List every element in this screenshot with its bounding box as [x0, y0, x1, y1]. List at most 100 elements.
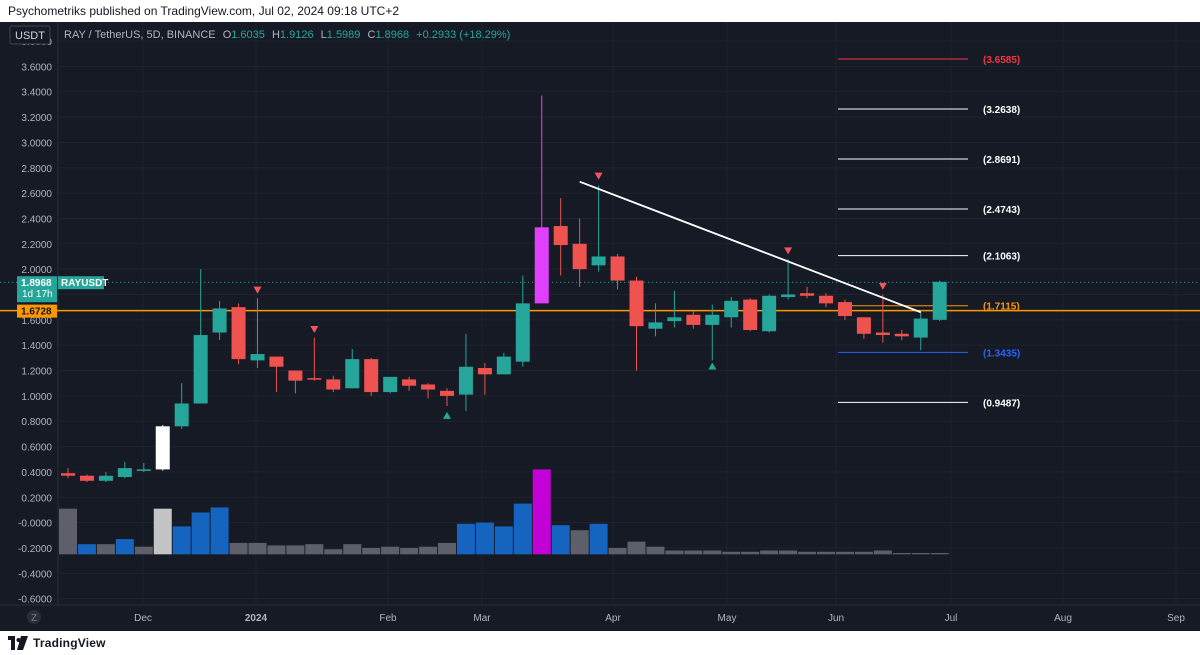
tradingview-logo-icon — [8, 636, 28, 650]
x-tick-label: 2024 — [245, 613, 268, 624]
signal-markers — [253, 172, 887, 419]
volume-bar — [741, 551, 760, 555]
candle-body — [610, 256, 625, 281]
sell-marker — [310, 325, 319, 333]
volume-bar — [153, 508, 172, 555]
volume-bar — [911, 553, 930, 555]
y-tick-label: 1.0000 — [21, 392, 52, 403]
volume-bar — [400, 547, 419, 555]
x-tick-label: May — [718, 613, 737, 624]
volume-bar — [873, 550, 892, 555]
candle-body — [686, 314, 701, 325]
y-tick-label: 0.8000 — [21, 417, 52, 428]
currency-button[interactable]: USDT — [9, 25, 51, 45]
x-tick-label: Sep — [1167, 613, 1185, 624]
candle-body — [364, 359, 379, 393]
volume-bar — [438, 542, 456, 555]
buy-marker — [708, 362, 717, 370]
y-tick-label: 2.2000 — [21, 240, 52, 251]
symbol-badge-label: RAYUSDT — [61, 278, 108, 289]
candle-body — [781, 294, 796, 298]
sell-marker — [594, 172, 603, 180]
trendline-group[interactable] — [579, 180, 922, 314]
x-tick-label: Feb — [379, 613, 397, 624]
volume-bar — [627, 541, 646, 555]
volume-bar — [381, 546, 400, 555]
volume-bar — [570, 530, 589, 555]
time-axis[interactable]: Dec 2024 Feb Mar Apr May Jun Jul Aug Sep — [134, 613, 1185, 624]
candle-body — [648, 322, 663, 329]
legend-o-label: O — [223, 29, 232, 41]
candle-body — [496, 356, 511, 375]
volume-bar — [513, 503, 532, 555]
volume-bar — [760, 550, 779, 555]
chart-area[interactable]: 3.80003.60003.40003.20003.00002.80002.60… — [0, 22, 1200, 631]
volume-bar — [419, 546, 438, 555]
x-tick-label: Apr — [605, 613, 621, 624]
legend-high: 1.9126 — [280, 29, 314, 41]
volume-bar — [854, 551, 873, 555]
y-tick-label: 0.4000 — [21, 468, 52, 479]
legend-symbol: RAY / TetherUS, 5D, BINANCE — [64, 29, 216, 41]
candle-body — [856, 317, 871, 334]
x-tick-label: Dec — [134, 613, 152, 624]
volume-bar — [646, 546, 665, 555]
volume-bar — [456, 523, 475, 555]
y-tick-label: 2.8000 — [21, 164, 52, 175]
buy-marker — [443, 411, 451, 419]
candle-body — [402, 379, 417, 386]
y-tick-label: 2.6000 — [21, 189, 52, 200]
y-tick-label: 2.0000 — [21, 265, 52, 276]
volume-bar — [305, 544, 324, 555]
candle-body — [61, 473, 75, 476]
candle-body — [117, 468, 132, 477]
bar-countdown: 1d 17h — [22, 289, 53, 300]
grid — [58, 22, 1200, 605]
volume-bar — [324, 549, 343, 555]
candle-body — [913, 318, 928, 338]
volume-bar — [248, 542, 267, 555]
y-tick-label: 2.4000 — [21, 214, 52, 225]
candle-body — [875, 332, 890, 336]
candle-body — [383, 376, 398, 393]
sell-marker — [878, 282, 887, 290]
candle-body — [98, 475, 113, 481]
volume-bar — [77, 544, 96, 555]
legend-low: 1.5989 — [327, 29, 361, 41]
candle-body — [894, 333, 909, 337]
candle-body — [534, 227, 549, 304]
candle-body — [800, 293, 815, 296]
volume-bar — [191, 512, 210, 555]
volume-bar — [59, 508, 77, 555]
y-tick-label: 3.0000 — [21, 138, 52, 149]
volume-bar — [779, 550, 798, 555]
timezone-button[interactable]: Z — [27, 610, 41, 624]
volume-bar — [930, 553, 949, 555]
publish-header: Psychometriks published on TradingView.c… — [0, 0, 1200, 22]
trendline — [579, 180, 922, 314]
y-tick-label: 0.2000 — [21, 493, 52, 504]
price-axis[interactable]: 3.80003.60003.40003.20003.00002.80002.60… — [18, 37, 52, 606]
projection-level-label: (0.9487) — [983, 398, 1020, 409]
x-tick-label: Jul — [945, 613, 958, 624]
candle-body — [269, 356, 284, 367]
legend-h-label: H — [272, 29, 280, 41]
projection-level-label: (3.6585) — [983, 55, 1020, 66]
y-tick-label: -0.4000 — [18, 569, 52, 580]
current-price-badge — [17, 276, 57, 303]
candle-body — [231, 307, 246, 360]
y-tick-label: 3.2000 — [21, 113, 52, 124]
volume-bar — [210, 507, 229, 555]
volume-bar — [532, 469, 551, 555]
candle-body — [705, 314, 720, 325]
tradingview-logo[interactable]: TradingView — [8, 635, 106, 651]
volume-bar — [608, 547, 627, 555]
candle-body — [819, 295, 833, 304]
legend-change: +0.2933 (+18.29%) — [416, 29, 510, 41]
candle-body — [345, 359, 360, 389]
projection-level-label: (3.2638) — [983, 105, 1020, 116]
price-chart[interactable]: 3.80003.60003.40003.20003.00002.80002.60… — [0, 22, 1200, 631]
y-tick-label: 1.4000 — [21, 341, 52, 352]
volume-bar — [684, 550, 703, 555]
volume-bar — [96, 544, 115, 555]
